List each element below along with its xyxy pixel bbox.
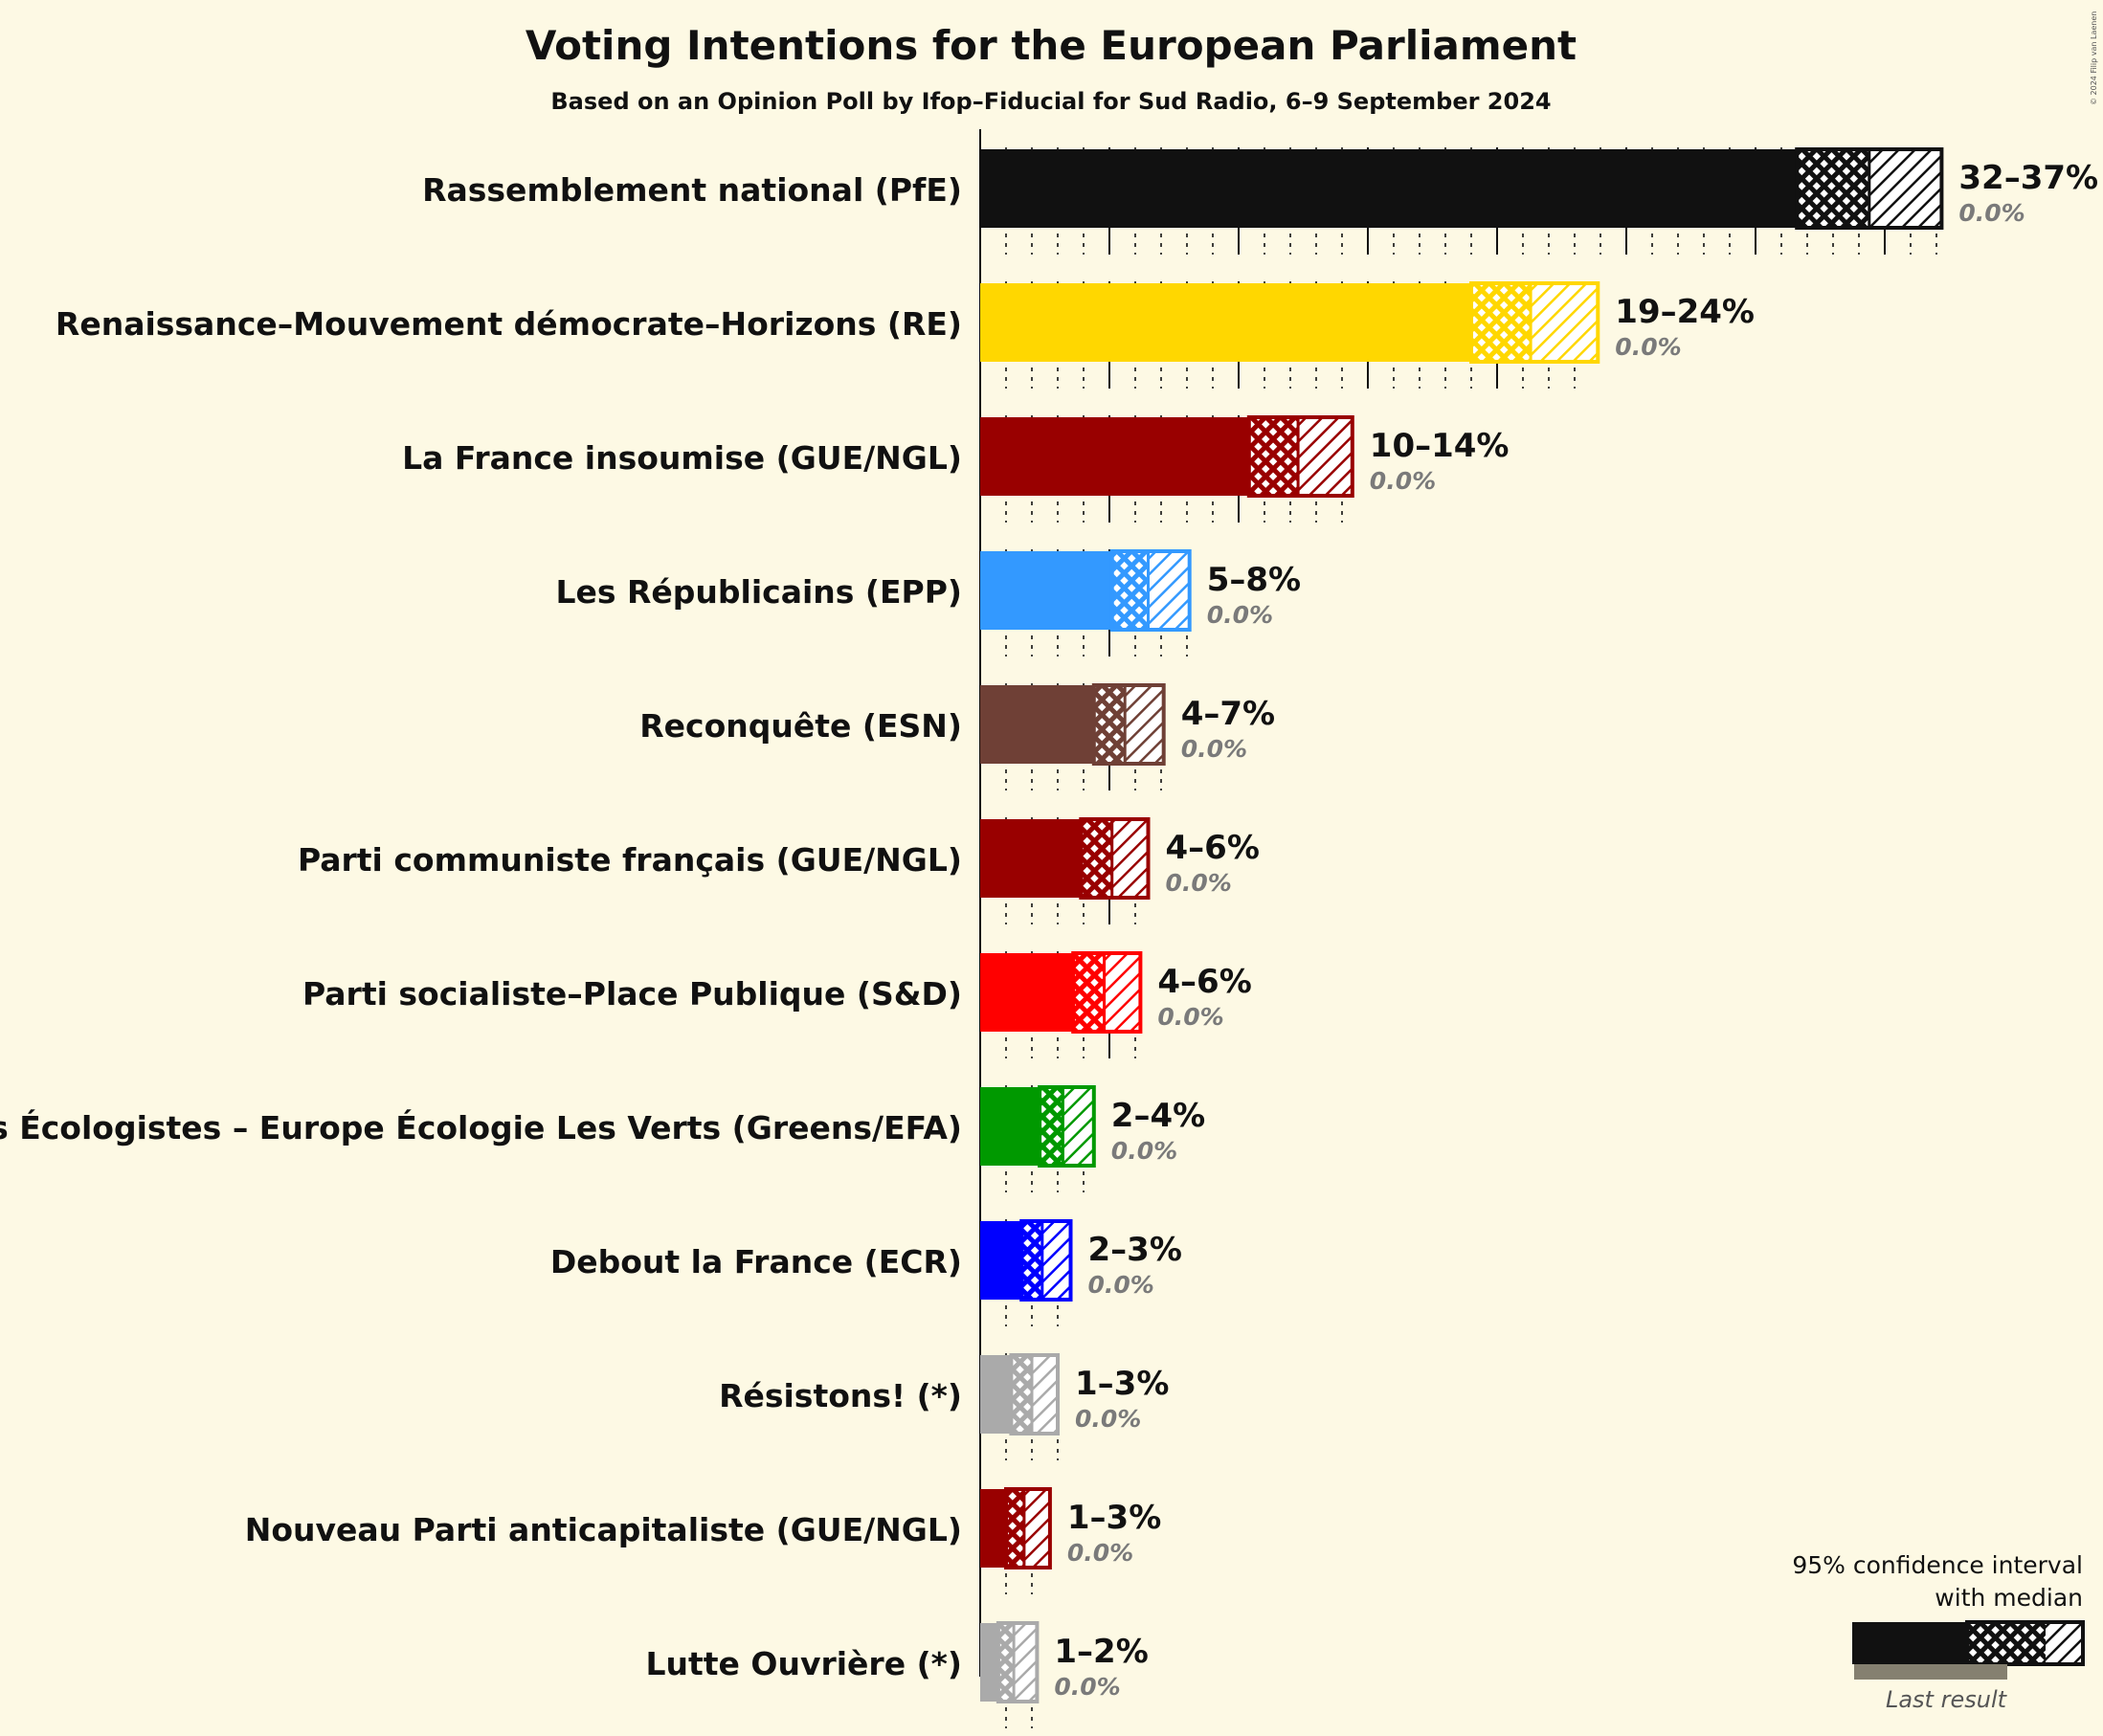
bar-ci-upper <box>1148 551 1190 630</box>
bar-solid <box>980 1623 998 1702</box>
range-label: 4–6% <box>1166 829 1260 867</box>
party-label: La France insoumise (GUE/NGL) <box>402 439 962 477</box>
range-label: 5–8% <box>1207 561 1301 599</box>
bar-solid <box>980 1355 1012 1434</box>
bar-ci-upper <box>1111 819 1149 898</box>
range-label: 19–24% <box>1615 293 1755 331</box>
last-result-label: 0.0% <box>1157 1003 1223 1031</box>
range-label: 2–4% <box>1111 1097 1205 1135</box>
bar-solid <box>980 1221 1022 1300</box>
party-label: Debout la France (ECR) <box>550 1243 962 1280</box>
last-result-label: 0.0% <box>1181 735 1247 763</box>
party-label: Parti communiste français (GUE/NGL) <box>298 841 962 879</box>
party-label: Les Écologistes – Europe Écologie Les Ve… <box>0 1108 962 1146</box>
bar-ci-lower <box>1797 149 1869 228</box>
bar-ci-outline <box>1004 1487 1052 1569</box>
last-result-label: 0.0% <box>1207 601 1273 629</box>
party-label: Les Républicains (EPP) <box>555 573 962 611</box>
party-label: Parti socialiste–Place Publique (S&D) <box>302 975 962 1013</box>
bar-ci-outline <box>1469 281 1600 364</box>
bars-layer: Rassemblement national (PfE) 32–37%0.0%Re… <box>0 129 2098 1728</box>
bar-ci-outline <box>1019 1219 1073 1302</box>
bar-ci-outline <box>1038 1085 1096 1168</box>
legend-diagonal-hatch <box>2046 1622 2083 1664</box>
last-result-label: 0.0% <box>1075 1405 1141 1433</box>
legend-solid <box>1852 1622 1967 1664</box>
party-label: Rassemblement national (PfE) <box>422 171 962 209</box>
last-result-label: 0.0% <box>1166 869 1232 897</box>
chart-subtitle: Based on an Opinion Poll by Ifop–Fiducia… <box>550 88 1551 115</box>
bar-solid <box>980 551 1112 630</box>
bar-ci-outline <box>1009 1353 1061 1436</box>
bar-ci-lower <box>1248 417 1299 496</box>
bar-ci-upper <box>1014 1623 1038 1702</box>
last-result-label: 0.0% <box>1370 467 1436 495</box>
bar-solid <box>980 283 1471 362</box>
bar-solid <box>980 417 1249 496</box>
bar-ci-outline <box>1109 549 1192 632</box>
bar-solid <box>980 1087 1040 1166</box>
range-label: 10–14% <box>1370 427 1510 465</box>
last-result-label: 0.0% <box>1088 1271 1154 1299</box>
bar-solid <box>980 685 1094 764</box>
bar-ci-outline <box>996 1621 1040 1703</box>
legend-last-result: Last result <box>1886 1686 2008 1713</box>
range-label: 32–37% <box>1958 159 2098 197</box>
bar-ci-outline <box>1246 415 1354 498</box>
bar-solid <box>980 819 1082 898</box>
bar-ci-lower <box>1011 1355 1032 1434</box>
party-label: Résistons! (*) <box>719 1377 962 1414</box>
party-label: Renaissance–Mouvement démocrate–Horizons… <box>56 305 962 343</box>
bar-ci-upper <box>1298 417 1353 496</box>
bar-ci-upper <box>1041 1221 1071 1300</box>
legend: 95% confidence interval with median Last… <box>1792 1551 2085 1713</box>
legend-crosshatch <box>1967 1622 2046 1664</box>
copyright-text: © 2024 Filip van Laenen <box>2090 11 2098 105</box>
party-label: Nouveau Parti anticapitaliste (GUE/NGL) <box>245 1511 962 1548</box>
bar-ci-upper <box>1531 283 1599 362</box>
legend-last-result-bar <box>1854 1664 2007 1680</box>
bar-ci-lower <box>997 1623 1015 1702</box>
party-label: Reconquête (ESN) <box>639 707 962 745</box>
bar-ci-outline <box>1071 951 1143 1034</box>
bar-ci-lower <box>1471 283 1532 362</box>
legend-line2: with median <box>1935 1584 2083 1612</box>
bar-ci-lower <box>1021 1221 1042 1300</box>
bar-ci-upper <box>1023 1489 1050 1568</box>
range-label: 1–2% <box>1054 1633 1148 1671</box>
bar-ci-lower <box>1006 1489 1024 1568</box>
bar-ci-lower <box>1093 685 1126 764</box>
range-label: 4–6% <box>1157 963 1251 1001</box>
bar-ci-outline <box>1079 817 1151 900</box>
legend-outline <box>1965 1620 2085 1666</box>
bar-solid <box>980 1489 1006 1568</box>
last-result-label: 0.0% <box>1958 199 2025 227</box>
last-result-label: 0.0% <box>1615 333 1681 361</box>
bar-solid <box>980 953 1074 1032</box>
chart-title: Voting Intentions for the European Parli… <box>526 22 1577 69</box>
bar-ci-upper <box>1063 1087 1094 1166</box>
range-label: 1–3% <box>1067 1499 1161 1537</box>
bar-ci-lower <box>1111 551 1149 630</box>
bar-ci-outline <box>1091 683 1166 766</box>
bar-ci-lower <box>1040 1087 1063 1166</box>
last-result-label: 0.0% <box>1067 1539 1133 1567</box>
range-label: 4–7% <box>1181 695 1275 733</box>
last-result-label: 0.0% <box>1054 1673 1120 1701</box>
bar-ci-upper <box>1868 149 1942 228</box>
range-label: 1–3% <box>1075 1365 1169 1403</box>
legend-line1: 95% confidence interval <box>1792 1551 2083 1579</box>
bar-ci-lower <box>1073 953 1105 1032</box>
bar-solid <box>980 149 1798 228</box>
party-label: Lutte Ouvrière (*) <box>645 1645 962 1682</box>
bar-ci-lower <box>1081 819 1112 898</box>
bar-ci-upper <box>1104 953 1141 1032</box>
range-label: 2–3% <box>1088 1231 1182 1269</box>
last-result-label: 0.0% <box>1111 1137 1177 1165</box>
bar-ci-upper <box>1032 1355 1058 1434</box>
bar-ci-upper <box>1125 685 1164 764</box>
